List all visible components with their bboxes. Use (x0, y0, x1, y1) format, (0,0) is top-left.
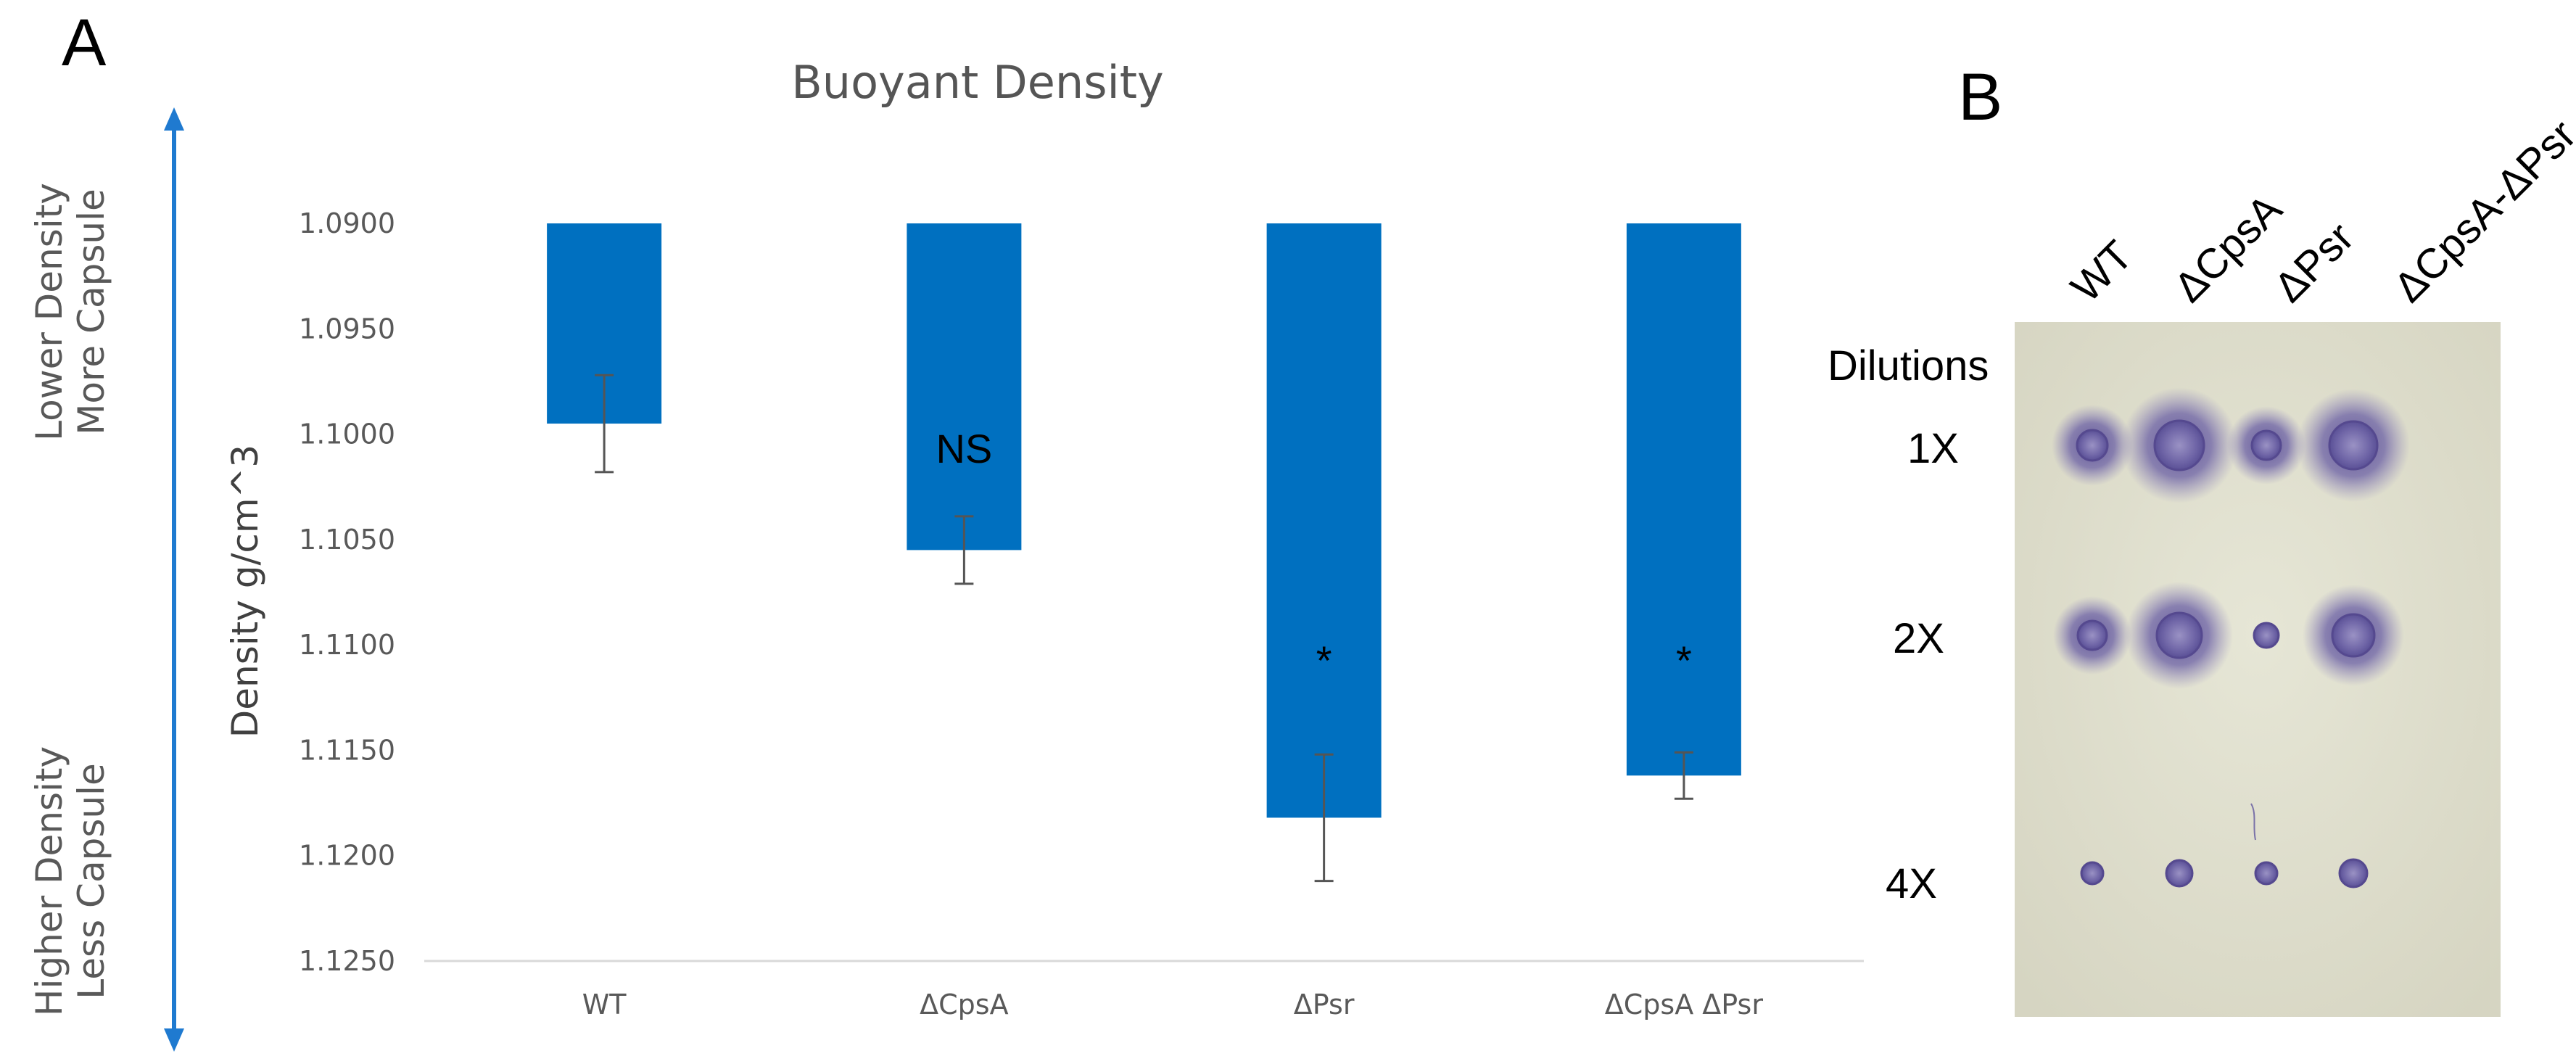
x-tick-label: ΔPsr (1294, 989, 1355, 1020)
spot-array (2052, 387, 2410, 888)
significance-label: * (1316, 638, 1332, 683)
y-tick-label: 1.1000 (299, 418, 395, 450)
panel-a-label: A (62, 6, 107, 80)
colony-spot (2254, 861, 2279, 886)
column-header: ΔCpsA-ΔPsr (2385, 111, 2576, 311)
bottom-annotation-line2: Less Capsule (70, 763, 112, 999)
density-arrow (164, 107, 184, 1052)
y-axis-label: Density g/cm^3 (224, 445, 266, 738)
colony-spot (2250, 429, 2282, 461)
bar-chart-plot: 1.0900 1.0950 1.1000 1.1050 1.1100 1.1150 1.12… (299, 207, 1864, 1020)
y-tick-label: 1.1100 (299, 629, 395, 661)
colony-spot (2331, 613, 2376, 658)
row-header: 1X (1907, 425, 1959, 472)
colony-spot (2155, 611, 2203, 659)
y-tick-label: 1.1200 (299, 840, 395, 872)
colony-spot (2328, 420, 2379, 471)
y-tick-label: 1.0950 (299, 313, 395, 345)
y-tick-label: 1.1250 (299, 945, 395, 977)
chart-title: Buoyant Density (791, 56, 1163, 109)
y-tick-label: 1.0900 (299, 207, 395, 239)
bar (1626, 223, 1741, 776)
bar (1266, 223, 1382, 818)
top-annotation-line2: More Capsule (70, 189, 112, 435)
y-tick-label: 1.1050 (299, 524, 395, 556)
colony-spot (2080, 861, 2105, 886)
x-tick-label: WT (582, 989, 627, 1020)
colony-spot (2338, 858, 2369, 888)
colony-spot (2076, 619, 2108, 651)
colony-spot (2253, 622, 2280, 649)
bottom-annotation-line1: Higher Density (28, 746, 70, 1016)
significance-label: * (1676, 638, 1692, 683)
row-header: 2X (1893, 615, 1944, 662)
column-header: WT (2062, 231, 2142, 311)
dilutions-header: Dilutions (1828, 342, 1989, 389)
row-headers: 1X 2X 4X (1886, 425, 1959, 907)
significance-label: NS (936, 426, 992, 471)
column-header: ΔCpsA (2165, 185, 2291, 311)
panel-b-label: B (1958, 60, 2002, 134)
x-tick-label: ΔCpsA ΔPsr (1605, 989, 1764, 1020)
colony-spot (2076, 429, 2109, 462)
bar (907, 223, 1022, 550)
top-annotation-line1: Lower Density (28, 183, 70, 441)
plate-scratch (2250, 803, 2256, 841)
plate-panel (2015, 322, 2501, 1017)
x-tick-label: ΔCpsA (920, 989, 1008, 1020)
y-tick-label: 1.1150 (299, 734, 395, 766)
colony-spot (2165, 859, 2194, 888)
row-header: 4X (1886, 860, 1937, 907)
colony-spot (2153, 419, 2205, 471)
